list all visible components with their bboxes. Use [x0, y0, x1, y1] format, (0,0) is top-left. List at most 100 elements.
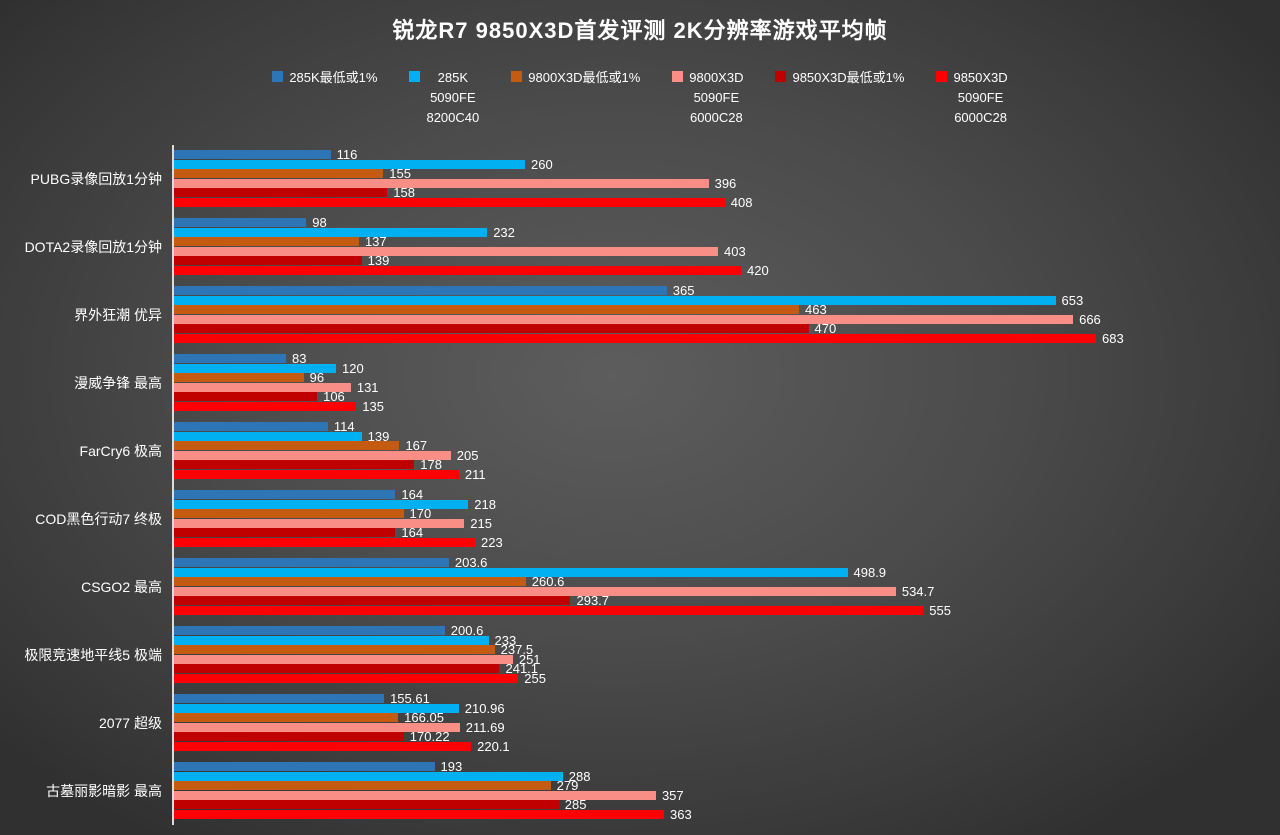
- bar-value-label: 653: [1061, 292, 1084, 308]
- bar: [174, 392, 318, 401]
- bar-value-label: 666: [1079, 311, 1101, 327]
- legend-label-line: 5090FE: [430, 90, 476, 105]
- bar-row: 285: [174, 797, 1280, 812]
- bar: [174, 713, 399, 722]
- bar-row: 220.1: [174, 738, 1280, 754]
- bar-row: 223: [174, 536, 1280, 549]
- legend-label-line: 9800X3D: [689, 70, 744, 85]
- bar: [174, 809, 665, 819]
- bar-value-label: 251: [518, 651, 541, 667]
- bar-value-label: 166.05: [404, 710, 444, 725]
- legend-swatch-icon: [672, 71, 684, 82]
- category-bars: 114 139 167 205 178 211: [172, 417, 1280, 485]
- bar-value-label: 255: [524, 670, 546, 686]
- bar-value-label: 203.6: [454, 555, 488, 570]
- bar: [174, 363, 336, 373]
- category-bars: 116 260 155 396 158 408: [172, 145, 1280, 213]
- bar-row: 470: [174, 322, 1280, 335]
- bar-row: 293.7: [174, 594, 1280, 607]
- bar-row: 232: [174, 224, 1280, 240]
- bar-value-label: 232: [493, 224, 515, 240]
- bar-value-label: 285: [564, 797, 587, 812]
- bar: [174, 635, 489, 645]
- bar: [174, 227, 488, 237]
- category-label: COD黑色行动7 终极: [35, 511, 162, 527]
- bar: [174, 645, 495, 654]
- legend-label: 9850X3D最低或1%: [792, 68, 904, 88]
- legend-label-line: 5090FE: [693, 90, 740, 105]
- legend-item: 9850X3D最低或1%: [775, 68, 904, 88]
- bar: [174, 382, 351, 392]
- legend-label-line: 6000C28: [954, 110, 1007, 125]
- legend-swatch-icon: [775, 71, 787, 82]
- bar-row: 166.05: [174, 710, 1280, 725]
- bar-value-label: 215: [470, 515, 492, 531]
- bar: [174, 178, 709, 188]
- legend-label-line: 9850X3D最低或1%: [792, 70, 905, 85]
- bar-value-label: 167: [405, 438, 428, 453]
- legend-item: 9800X3D 5090FE 6000C28: [672, 68, 743, 128]
- bar-value-label: 233: [494, 632, 517, 648]
- category-label: 漫威争锋 最高: [74, 375, 162, 391]
- bar: [174, 732, 404, 741]
- category-bars: 200.6 233 237.5 251 241.1 255: [172, 621, 1280, 689]
- bar-value-label: 139: [367, 428, 390, 444]
- bar: [174, 354, 287, 363]
- bar-row: 83: [174, 351, 1280, 366]
- legend-label: 9800X3D最低或1%: [528, 68, 640, 88]
- bar-row: 170.22: [174, 730, 1280, 743]
- bar-value-label: 218: [474, 496, 496, 512]
- bar-row: 131: [174, 379, 1280, 395]
- bar-row: 498.9: [174, 564, 1280, 580]
- category-bars: 98 232 137 403 139 420: [172, 213, 1280, 281]
- bar-row: 178: [174, 458, 1280, 471]
- bar-value-label: 205: [456, 447, 479, 463]
- category-group: 界外狂潮 优异 365 653 463 666 470 683: [0, 281, 1280, 349]
- bar-value-label: 420: [747, 262, 769, 278]
- category-group: 古墓丽影暗影 最高 193 288 279 357 285 363: [0, 757, 1280, 825]
- category-group: 2077 超级 155.61 210.96 166.05 211.69 170.22 220…: [0, 689, 1280, 757]
- category-label: 极限竞速地平线5 极端: [24, 647, 162, 663]
- bar: [174, 673, 519, 683]
- bar: [174, 324, 809, 333]
- bar: [174, 237, 359, 246]
- bar-row: 555: [174, 604, 1280, 617]
- bar: [174, 654, 513, 664]
- legend-label: 9800X3D 5090FE 6000C28: [689, 68, 743, 128]
- bar-value-label: 357: [661, 787, 684, 803]
- bar: [174, 596, 571, 605]
- bar-value-label: 220.1: [477, 738, 510, 754]
- bar-value-label: 164: [401, 525, 424, 540]
- category-bars: 203.6 498.9 260.6 534.7 293.7 555: [172, 553, 1280, 621]
- bar: [174, 265, 741, 275]
- bar-row: 155: [174, 167, 1280, 180]
- bar: [174, 577, 526, 586]
- bar-value-label: 211: [464, 466, 486, 482]
- bar-row: 279: [174, 779, 1280, 792]
- bar-row: 203.6: [174, 555, 1280, 570]
- category-group: CSGO2 最高 203.6 498.9 260.6 534.7 293.7 555: [0, 553, 1280, 621]
- bar-value-label: 155.61: [390, 691, 430, 706]
- bar: [174, 401, 357, 411]
- bar-value-label: 498.9: [853, 564, 887, 580]
- bar-row: 164: [174, 488, 1280, 501]
- category-group: 极限竞速地平线5 极端 200.6 233 237.5 251 241.1 255: [0, 621, 1280, 689]
- legend-label-line: 285K最低或1%: [289, 70, 378, 85]
- bar: [174, 150, 331, 159]
- bar: [174, 762, 435, 771]
- category-group: PUBG录像回放1分钟 116 260 155 396 158 408: [0, 145, 1280, 213]
- bar-row: 200.6: [174, 624, 1280, 637]
- bar-value-label: 83: [292, 351, 307, 366]
- bar: [174, 441, 400, 450]
- bar: [174, 197, 725, 207]
- bar-value-label: 96: [309, 370, 325, 385]
- bar-value-label: 408: [730, 194, 753, 210]
- bar-value-label: 260: [531, 156, 553, 172]
- bar-row: 420: [174, 262, 1280, 278]
- category-label: CSGO2 最高: [81, 579, 162, 595]
- bar: [174, 333, 1097, 343]
- bar-value-label: 131: [356, 379, 379, 395]
- category-bars: 164 218 170 215 164 223: [172, 485, 1280, 553]
- bar-value-label: 98: [312, 215, 327, 230]
- bar-value-label: 463: [805, 302, 827, 317]
